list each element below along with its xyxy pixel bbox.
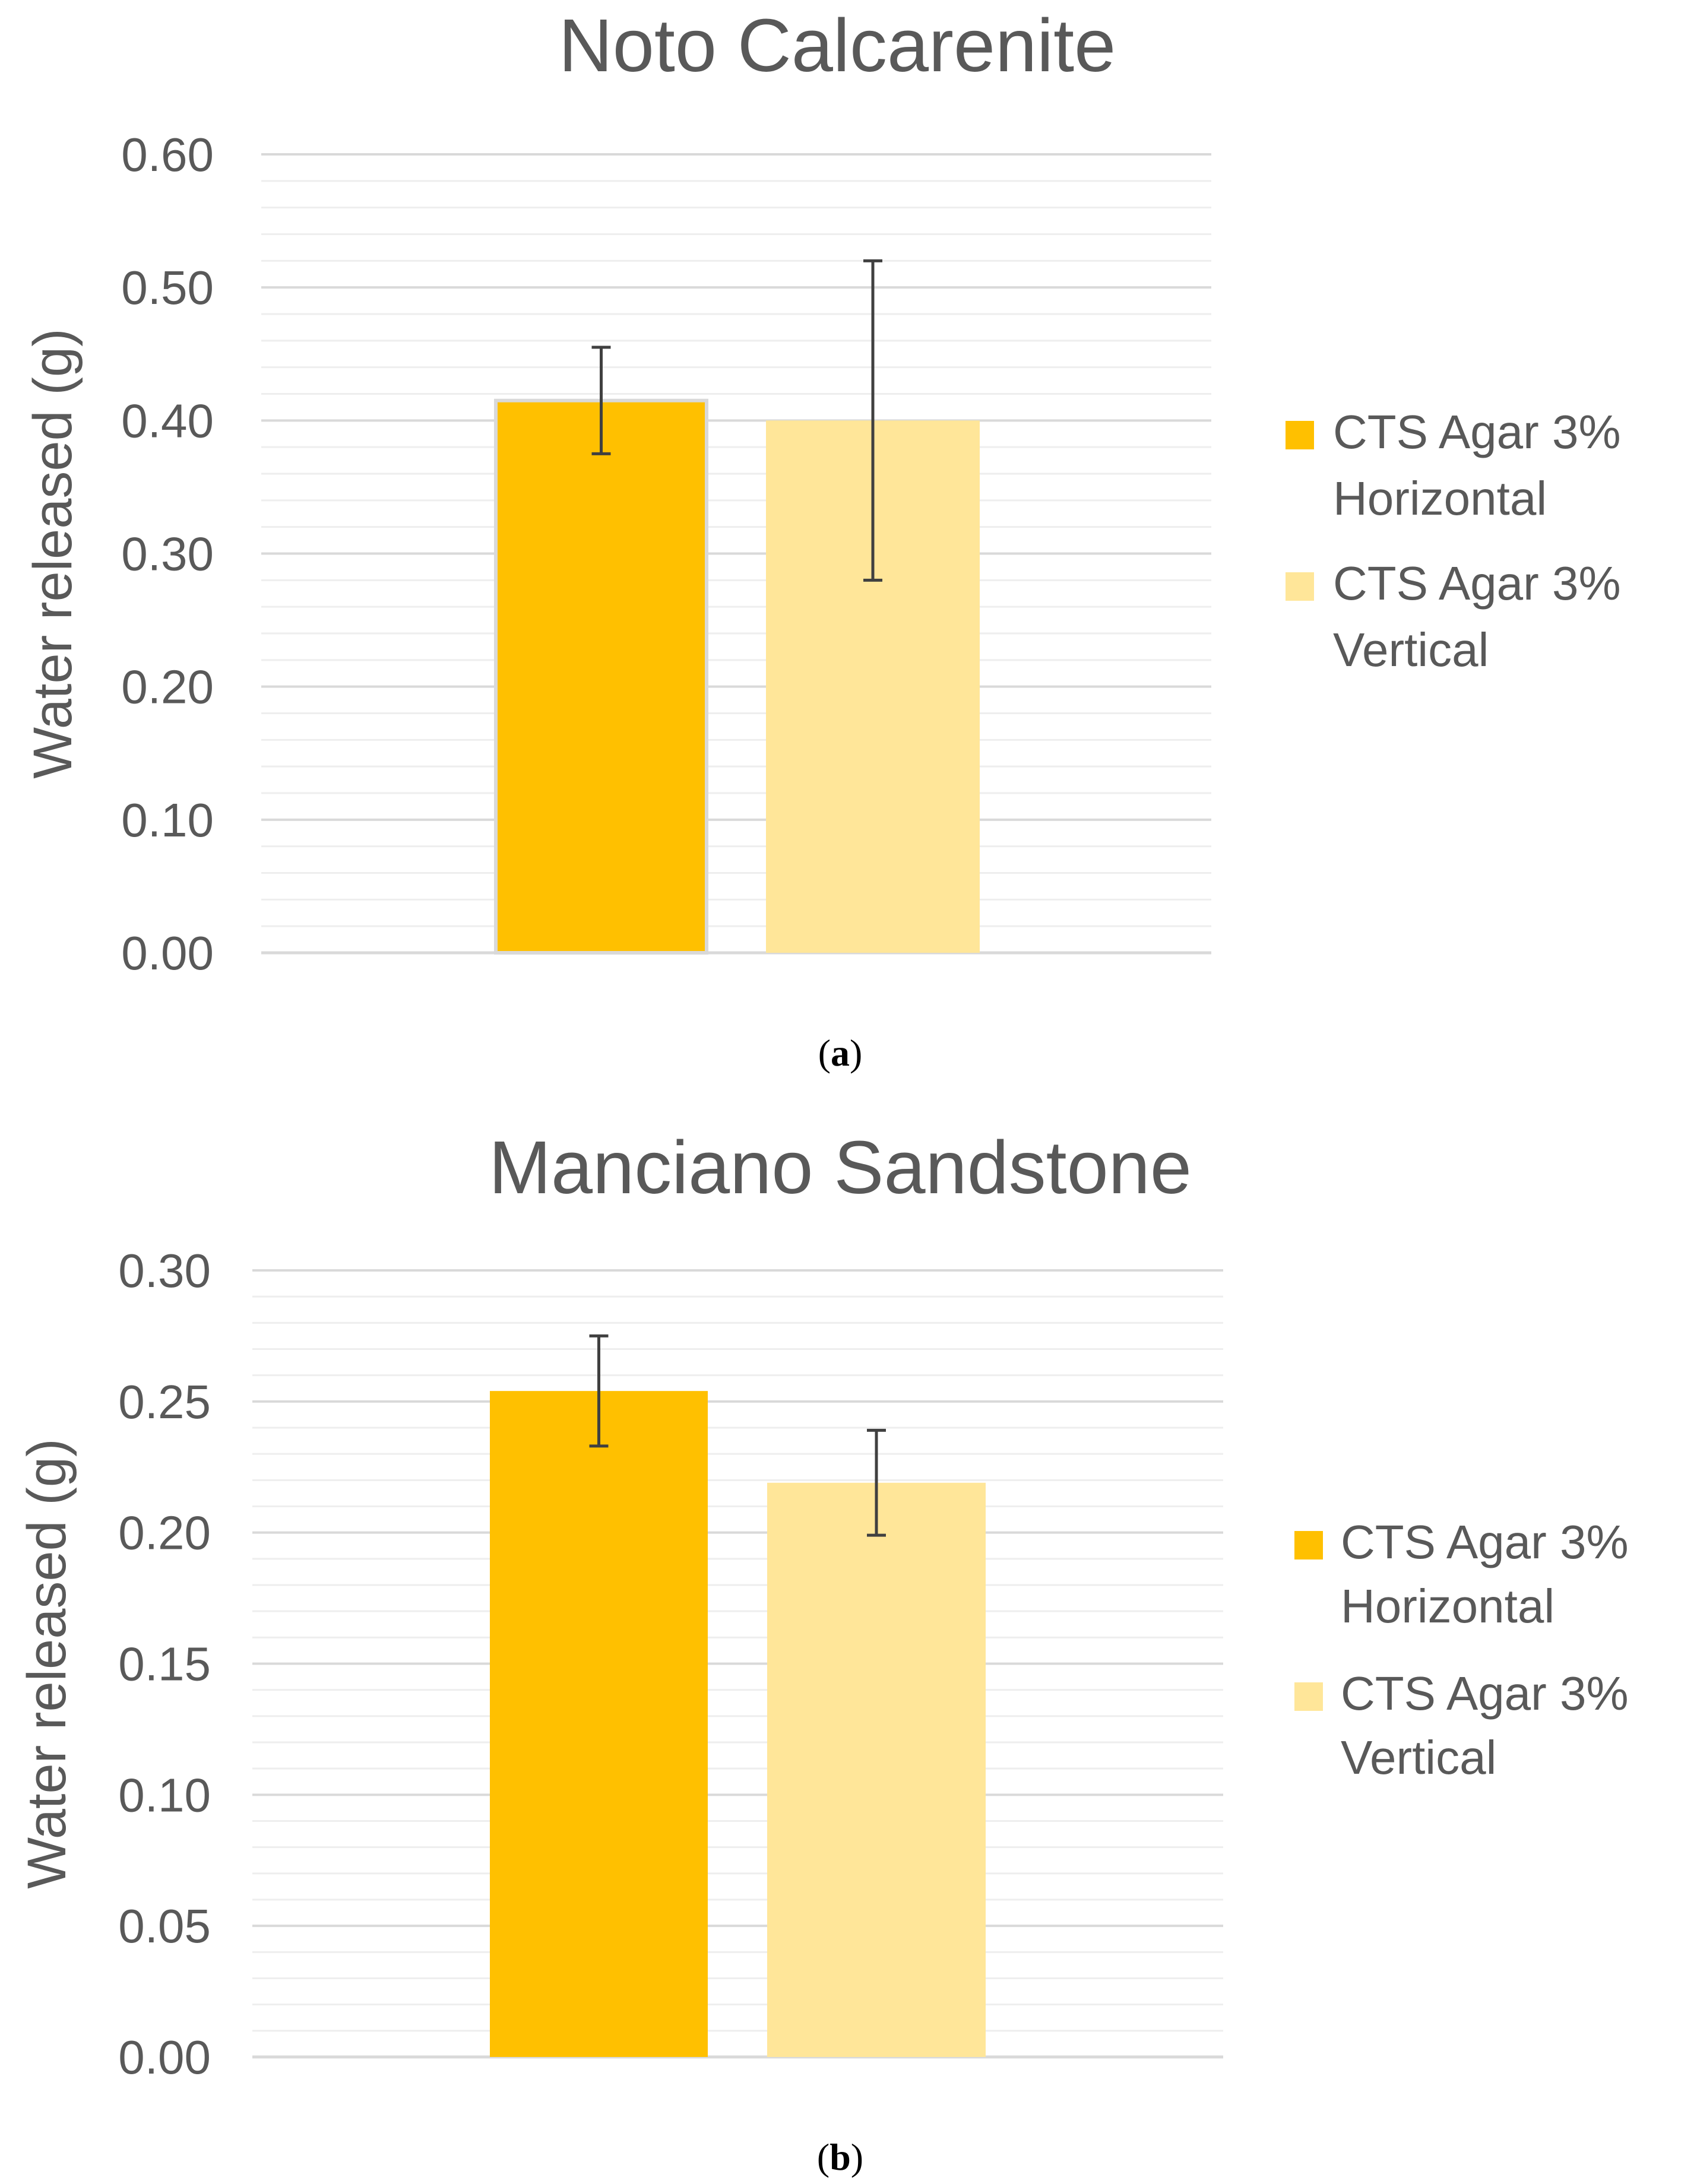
y-tick-label: 0.30	[118, 1244, 211, 1297]
legend-swatch	[1286, 421, 1314, 449]
chart-panel-b: Manciano Sandstone 0.00 0.05 0.10 0.15 0.20 0.…	[17, 1126, 1629, 2178]
y-tick-label: 0.10	[118, 1768, 211, 1821]
legend-label: Horizontal	[1341, 1580, 1554, 1633]
bar-vertical	[767, 1482, 986, 2057]
y-tick-label: 0.00	[121, 927, 214, 980]
legend-label: Horizontal	[1333, 472, 1547, 525]
y-tick-label: 0.10	[121, 794, 214, 847]
legend-label: CTS Agar 3%	[1333, 557, 1621, 610]
legend-label: Vertical	[1333, 623, 1489, 676]
bar-horizontal	[494, 398, 708, 955]
legend-swatch	[1294, 1682, 1323, 1711]
legend-label: Vertical	[1341, 1731, 1496, 1784]
legend-label: CTS Agar 3%	[1341, 1667, 1629, 1720]
y-tick-label: 0.40	[121, 394, 214, 447]
y-axis-label: Water released (g)	[23, 328, 83, 778]
legend-label: CTS Agar 3%	[1333, 405, 1621, 458]
y-tick-label: 0.30	[121, 528, 214, 581]
y-tick-label: 0.60	[121, 128, 214, 181]
y-tick-label: 0.15	[118, 1638, 211, 1691]
panel-caption: (b)	[817, 2136, 863, 2178]
y-tick-label: 0.05	[118, 1900, 211, 1952]
y-axis-label: Water released (g)	[17, 1438, 77, 1888]
y-tick-label: 0.25	[118, 1375, 211, 1428]
bar-horizontal	[490, 1391, 708, 2057]
panel-caption: (a)	[818, 1032, 863, 1074]
chart-panel-a: Noto Calcarenite 0.00 0.10 0.20 0.30 0.40 0.50…	[23, 4, 1621, 1074]
legend-swatch	[1294, 1531, 1323, 1559]
y-tick-label: 0.00	[118, 2031, 211, 2084]
chart-title: Noto Calcarenite	[559, 4, 1116, 87]
legend-swatch	[1286, 572, 1314, 601]
y-tick-label: 0.20	[118, 1507, 211, 1559]
chart-title: Manciano Sandstone	[489, 1126, 1192, 1209]
legend-label: CTS Agar 3%	[1341, 1516, 1629, 1568]
y-tick-label: 0.20	[121, 661, 214, 714]
y-tick-label: 0.50	[121, 261, 214, 314]
